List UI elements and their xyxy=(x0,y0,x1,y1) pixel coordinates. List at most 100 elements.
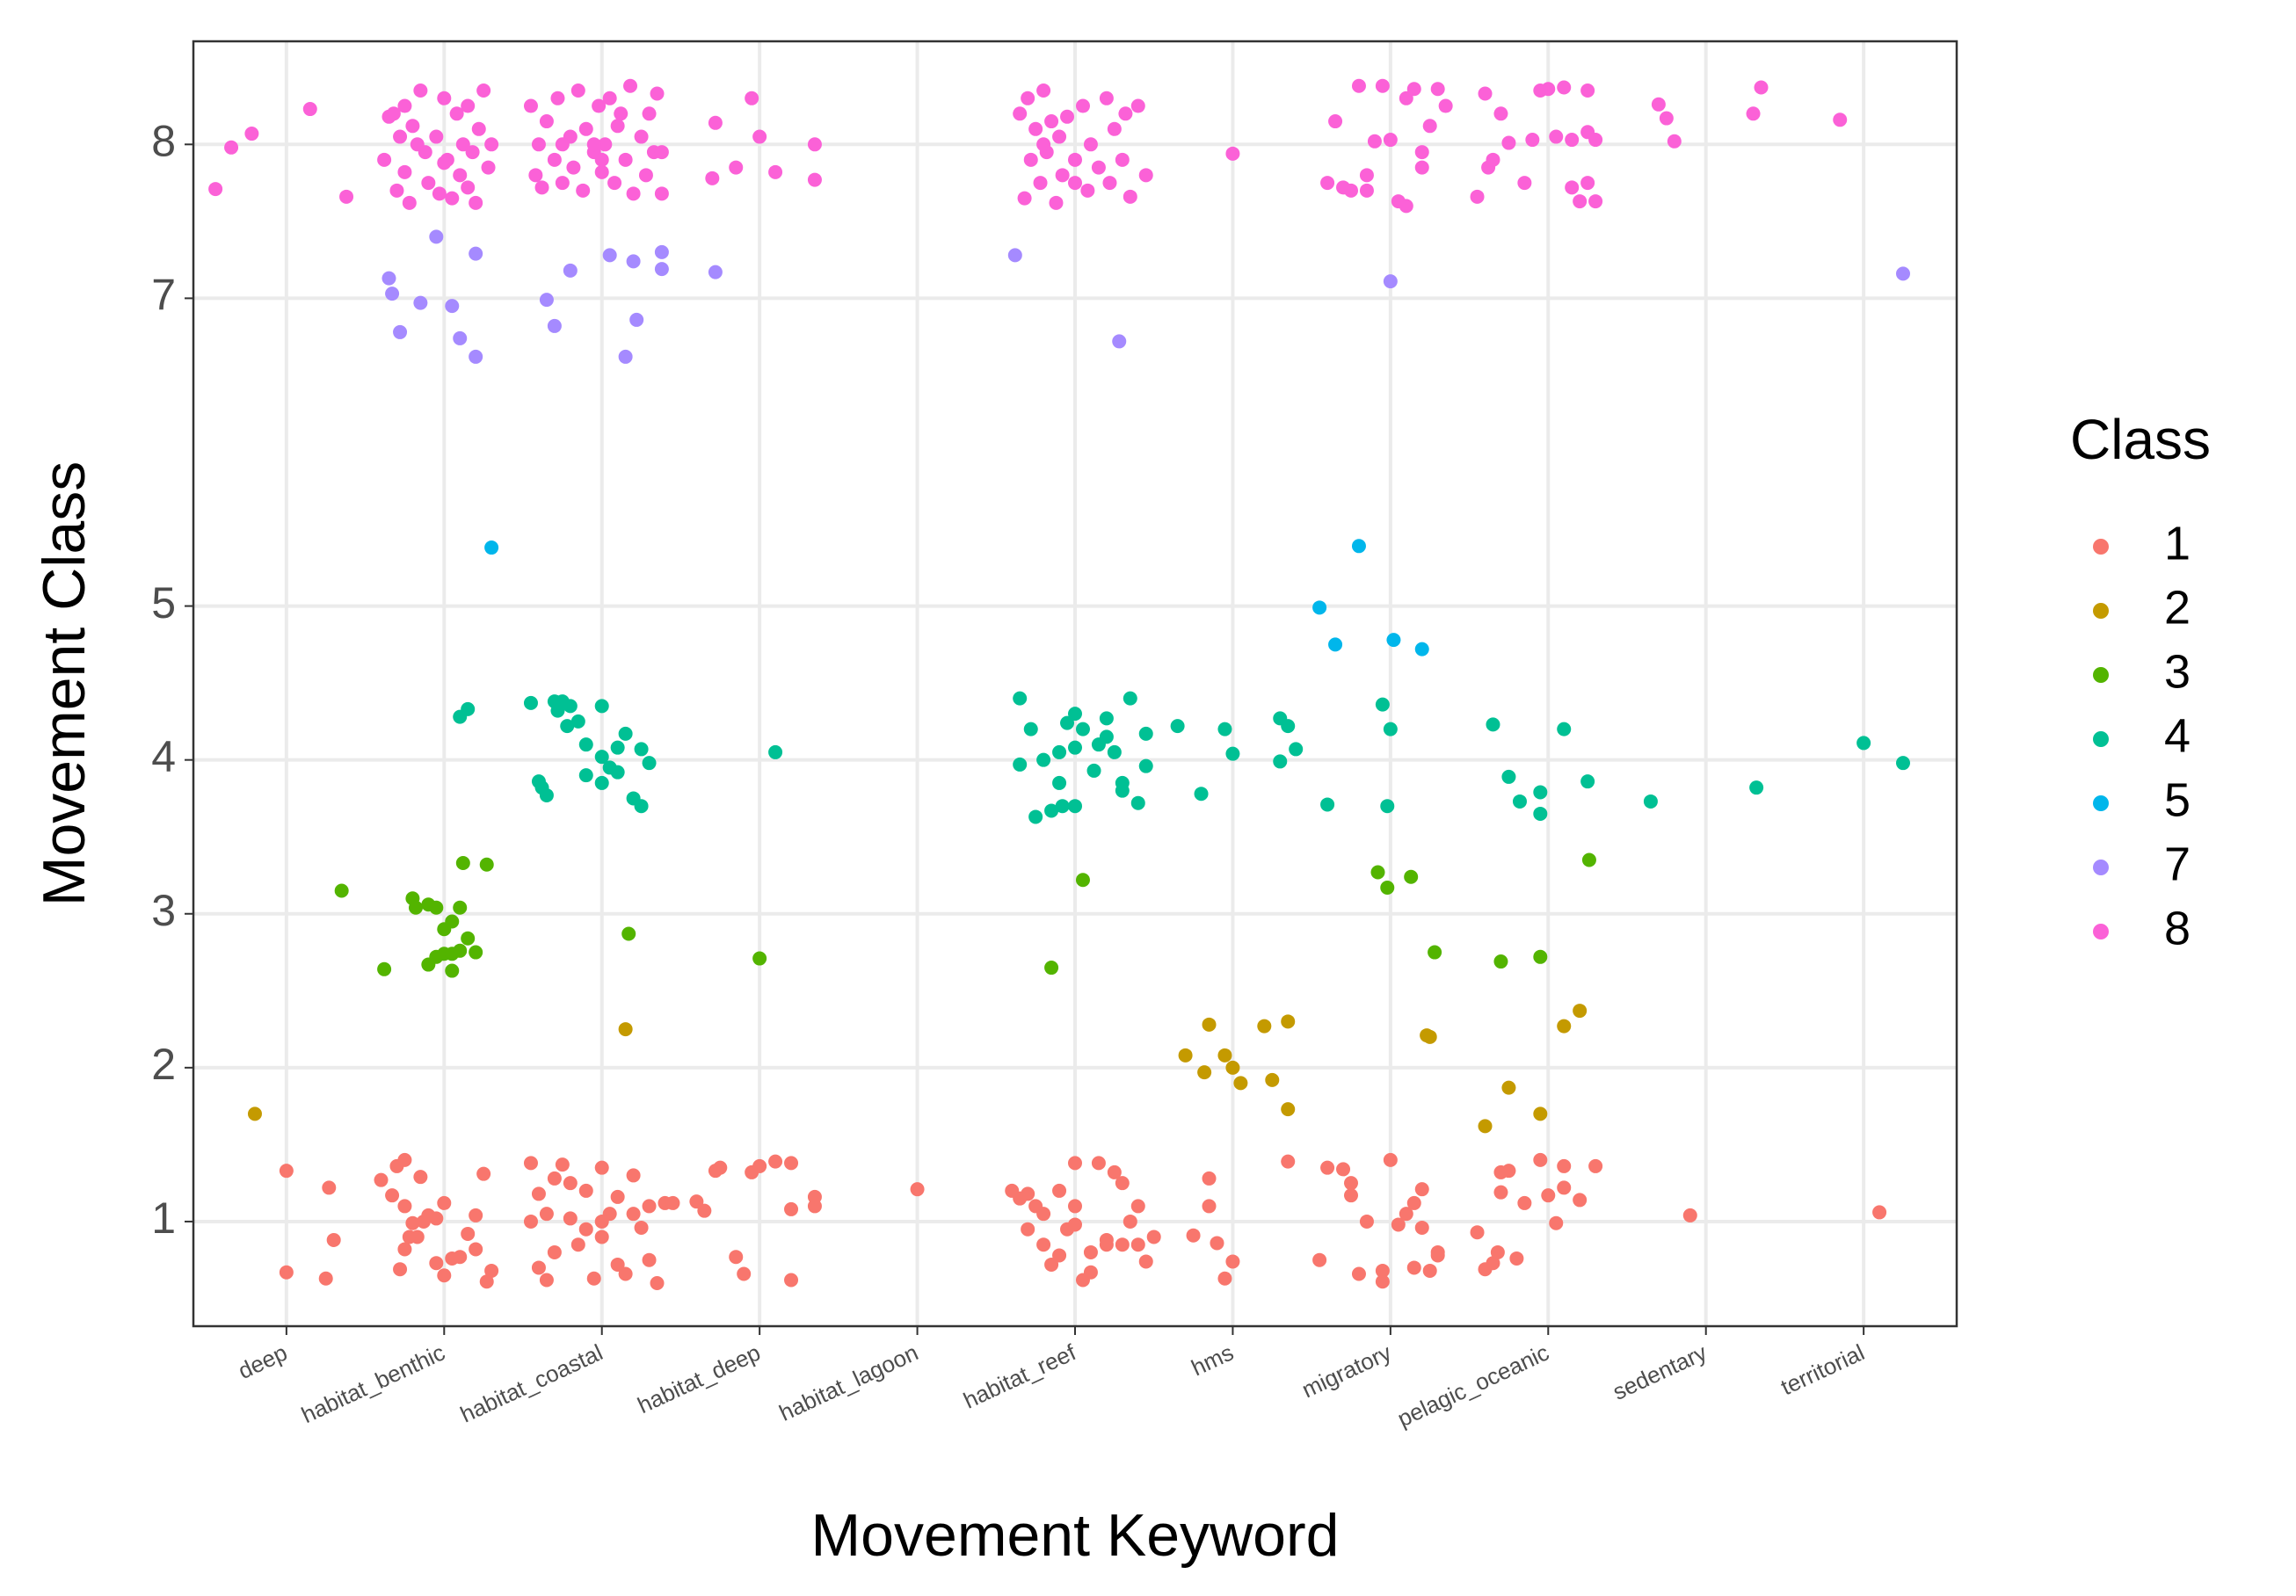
point xyxy=(1533,1152,1548,1167)
point xyxy=(784,1156,799,1171)
point xyxy=(594,699,609,714)
point xyxy=(1099,711,1114,726)
point xyxy=(634,1220,649,1235)
point xyxy=(1044,803,1059,818)
point xyxy=(1107,744,1122,759)
point xyxy=(614,106,628,121)
point xyxy=(1580,83,1595,98)
point xyxy=(1565,133,1580,148)
point xyxy=(570,1237,585,1252)
point xyxy=(410,1230,425,1244)
point xyxy=(570,714,585,729)
point xyxy=(1667,134,1682,149)
point xyxy=(377,152,392,167)
point xyxy=(453,1250,468,1265)
point xyxy=(626,1207,641,1222)
point xyxy=(437,156,452,170)
point xyxy=(1557,1180,1572,1195)
y-tick-label: 8 xyxy=(151,117,176,166)
point xyxy=(1501,135,1516,150)
point xyxy=(445,963,460,978)
point xyxy=(1367,134,1382,149)
point xyxy=(1399,199,1413,214)
y-tick-label: 3 xyxy=(151,886,176,935)
point xyxy=(1225,146,1240,161)
point xyxy=(1414,145,1429,160)
point xyxy=(1359,168,1374,183)
point xyxy=(1533,785,1548,800)
point xyxy=(397,98,412,113)
point xyxy=(1099,1237,1114,1252)
point xyxy=(1112,334,1127,349)
x-tick-label: migratory xyxy=(1297,1338,1395,1403)
point xyxy=(1052,129,1067,144)
point xyxy=(1052,744,1067,759)
point xyxy=(1343,1188,1358,1203)
x-tick-label: pelagic_oceanic xyxy=(1393,1338,1553,1432)
point xyxy=(610,119,625,134)
point xyxy=(650,1275,665,1290)
point xyxy=(1895,756,1910,771)
point xyxy=(638,168,653,183)
point xyxy=(1021,1222,1035,1237)
point xyxy=(413,295,428,310)
point xyxy=(1573,1193,1588,1208)
point xyxy=(1075,873,1090,888)
point xyxy=(437,91,452,105)
y-tick-label: 7 xyxy=(151,271,176,320)
point xyxy=(634,799,649,814)
point xyxy=(531,137,546,152)
point xyxy=(1541,1188,1556,1203)
point xyxy=(563,1211,578,1226)
point xyxy=(421,176,436,191)
point xyxy=(1406,1195,1421,1210)
point xyxy=(586,137,601,152)
point xyxy=(1099,91,1114,105)
point xyxy=(1557,722,1572,736)
point xyxy=(1118,106,1133,121)
point xyxy=(461,931,476,946)
x-tick-label: habitat_coastal xyxy=(456,1338,607,1427)
point xyxy=(610,740,625,755)
point xyxy=(642,1199,657,1214)
point xyxy=(654,262,669,277)
point xyxy=(1565,180,1580,195)
point xyxy=(555,1157,570,1172)
point xyxy=(445,914,460,929)
point xyxy=(413,1170,428,1185)
point xyxy=(1068,740,1082,755)
point xyxy=(1036,1207,1051,1222)
point xyxy=(469,1208,483,1222)
point xyxy=(1068,1199,1082,1214)
point xyxy=(1414,160,1429,175)
legend-label: 5 xyxy=(2164,773,2191,826)
point xyxy=(1130,98,1145,113)
point xyxy=(626,186,641,201)
point xyxy=(1036,137,1051,152)
point xyxy=(784,1273,799,1288)
point xyxy=(386,106,401,121)
point xyxy=(484,540,499,555)
point xyxy=(1557,1158,1572,1173)
point xyxy=(1375,697,1390,712)
point xyxy=(208,182,223,197)
point xyxy=(807,137,822,152)
point xyxy=(479,1274,494,1289)
point xyxy=(322,1180,337,1195)
point xyxy=(1573,1004,1588,1019)
point xyxy=(610,1189,625,1204)
plot-border xyxy=(192,40,1958,1328)
point xyxy=(1075,722,1090,736)
point xyxy=(539,293,554,308)
point xyxy=(1438,98,1453,113)
point xyxy=(393,324,408,339)
point xyxy=(445,191,460,206)
point xyxy=(578,1183,593,1198)
point xyxy=(453,943,468,958)
point xyxy=(469,1242,483,1257)
point xyxy=(531,1260,546,1275)
point xyxy=(1359,1214,1374,1229)
point xyxy=(1013,106,1028,121)
point xyxy=(1509,1251,1524,1266)
point xyxy=(594,750,609,765)
